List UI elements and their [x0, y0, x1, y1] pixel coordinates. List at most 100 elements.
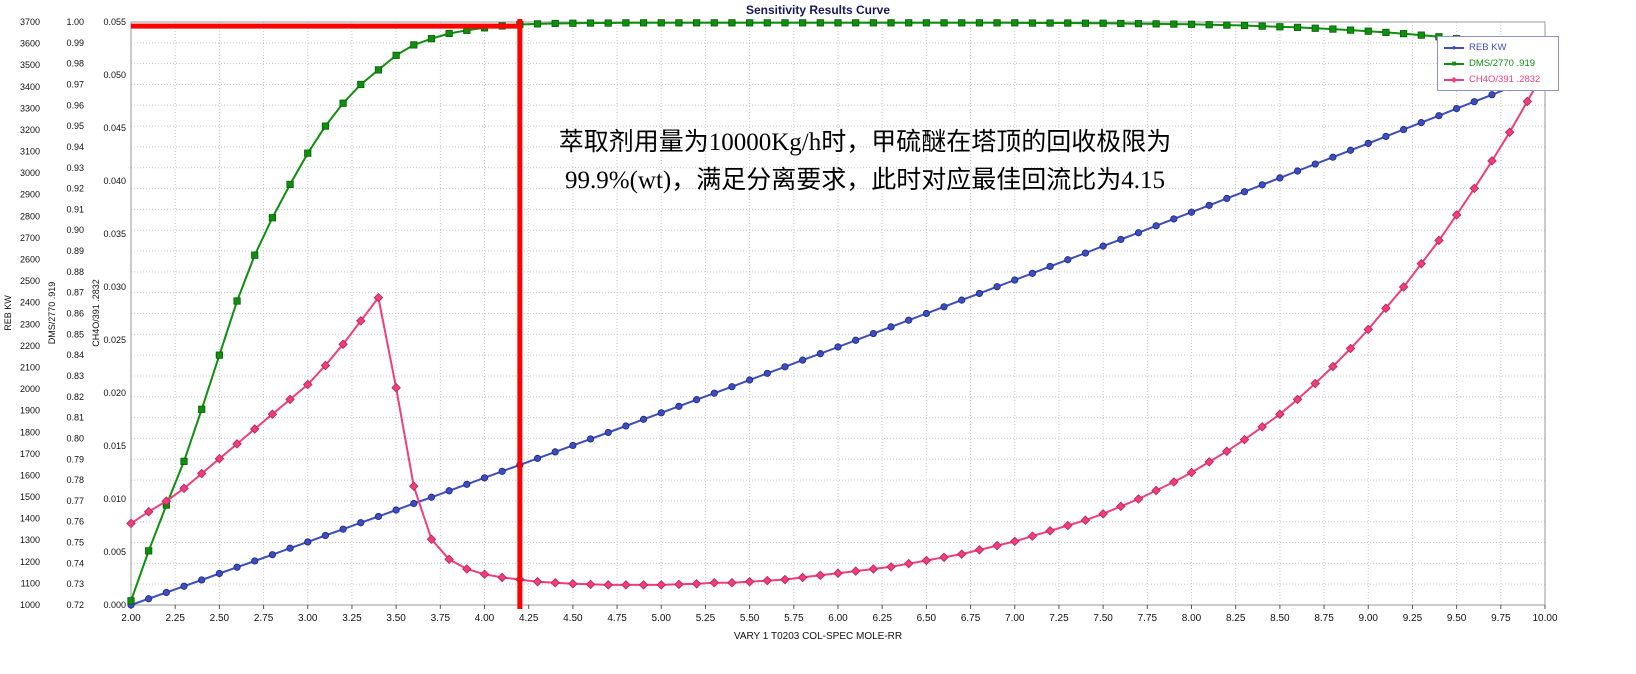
y-axis-title-reb-kw: REB KW [3, 295, 13, 331]
svg-text:3200: 3200 [20, 125, 40, 135]
svg-text:1.00: 1.00 [66, 17, 84, 27]
legend-marker-square-icon: ■ [1444, 58, 1464, 69]
svg-text:3600: 3600 [20, 39, 40, 49]
svg-text:0.025: 0.025 [103, 335, 126, 345]
svg-text:9.00: 9.00 [1359, 613, 1379, 624]
legend[interactable]: ● REB KW ■ DMS/2770 .919 ◆ CH4O/391 .283… [1437, 36, 1559, 91]
svg-text:0.89: 0.89 [66, 246, 84, 256]
svg-text:0.000: 0.000 [103, 600, 126, 610]
svg-text:6.25: 6.25 [872, 613, 892, 624]
svg-text:2300: 2300 [20, 319, 40, 329]
svg-text:0.035: 0.035 [103, 229, 126, 239]
gridlines [130, 21, 1546, 606]
svg-text:4.50: 4.50 [563, 613, 583, 624]
svg-text:1700: 1700 [20, 449, 40, 459]
svg-text:1600: 1600 [20, 470, 40, 480]
svg-text:0.87: 0.87 [66, 288, 84, 298]
series-DMS/2770 .919 [127, 19, 1549, 605]
svg-text:0.96: 0.96 [66, 100, 84, 110]
legend-item-reb-kw: ● REB KW [1444, 42, 1552, 53]
svg-text:0.79: 0.79 [66, 454, 84, 464]
svg-text:2800: 2800 [20, 211, 40, 221]
y-axis-title-dms: DMS/2770 .919 [47, 281, 57, 345]
legend-item-dms: ■ DMS/2770 .919 [1444, 58, 1552, 69]
svg-text:3.75: 3.75 [431, 613, 451, 624]
svg-text:7.00: 7.00 [1005, 613, 1025, 624]
legend-label: DMS/2770 .919 [1469, 58, 1536, 69]
svg-text:1500: 1500 [20, 492, 40, 502]
svg-text:2100: 2100 [20, 362, 40, 372]
svg-text:0.72: 0.72 [66, 600, 84, 610]
svg-text:1900: 1900 [20, 406, 40, 416]
svg-text:9.75: 9.75 [1491, 613, 1511, 624]
svg-text:0.93: 0.93 [66, 163, 84, 173]
annotation-text: 萃取剂用量为10000Kg/h时，甲硫醚在塔顶的回收极限为 99.9%(wt)，… [470, 124, 1260, 199]
x-axis-title: VARY 1 T0203 COL-SPEC MOLE-RR [733, 631, 903, 642]
annotation-line-1: 萃取剂用量为10000Kg/h时，甲硫醚在塔顶的回收极限为 [558, 129, 1172, 156]
svg-text:7.25: 7.25 [1049, 613, 1069, 624]
svg-text:6.75: 6.75 [961, 613, 981, 624]
svg-text:2600: 2600 [20, 255, 40, 265]
svg-text:0.84: 0.84 [66, 350, 84, 360]
svg-text:3.00: 3.00 [298, 613, 318, 624]
svg-text:4.00: 4.00 [475, 613, 495, 624]
svg-text:4.75: 4.75 [607, 613, 627, 624]
svg-text:3000: 3000 [20, 168, 40, 178]
legend-item-ch4o: ◆ CH4O/391 .2832 [1444, 74, 1552, 85]
svg-text:7.50: 7.50 [1093, 613, 1113, 624]
svg-text:0.055: 0.055 [103, 17, 126, 27]
svg-text:0.92: 0.92 [66, 184, 84, 194]
svg-text:1100: 1100 [21, 578, 40, 588]
svg-text:0.99: 0.99 [66, 38, 84, 48]
svg-text:0.94: 0.94 [66, 142, 84, 152]
svg-text:0.81: 0.81 [66, 413, 84, 423]
svg-text:2.50: 2.50 [210, 613, 230, 624]
y-axis-labels-0: 1000 1100 1200 1300 1400 1500 1600 1700 1800 1900… [20, 17, 40, 610]
svg-text:0.045: 0.045 [103, 123, 126, 133]
svg-text:3400: 3400 [20, 82, 40, 92]
svg-text:0.95: 0.95 [66, 121, 84, 131]
svg-text:0.030: 0.030 [103, 282, 126, 292]
svg-text:0.020: 0.020 [103, 388, 126, 398]
svg-text:0.90: 0.90 [66, 225, 84, 235]
svg-text:0.83: 0.83 [66, 371, 84, 381]
svg-text:5.50: 5.50 [740, 613, 760, 624]
svg-text:0.040: 0.040 [103, 176, 126, 186]
legend-label: REB KW [1469, 42, 1507, 53]
svg-text:0.75: 0.75 [66, 538, 84, 548]
svg-text:0.97: 0.97 [66, 79, 84, 89]
svg-text:5.00: 5.00 [652, 613, 672, 624]
svg-text:0.015: 0.015 [103, 441, 126, 451]
svg-text:3700: 3700 [20, 17, 40, 27]
svg-text:2900: 2900 [20, 190, 40, 200]
svg-text:7.75: 7.75 [1138, 613, 1158, 624]
svg-text:9.25: 9.25 [1403, 613, 1423, 624]
svg-text:8.50: 8.50 [1270, 613, 1290, 624]
svg-text:2200: 2200 [20, 341, 40, 351]
svg-text:2500: 2500 [20, 276, 40, 286]
svg-text:2.25: 2.25 [165, 613, 185, 624]
svg-text:0.74: 0.74 [66, 558, 84, 568]
svg-text:0.76: 0.76 [66, 517, 84, 527]
svg-text:9.50: 9.50 [1447, 613, 1467, 624]
svg-text:0.050: 0.050 [103, 70, 126, 80]
svg-text:3500: 3500 [20, 60, 40, 70]
svg-text:0.73: 0.73 [66, 579, 84, 589]
svg-text:0.85: 0.85 [66, 329, 84, 339]
svg-text:0.78: 0.78 [66, 475, 84, 485]
svg-text:0.98: 0.98 [66, 59, 84, 69]
svg-text:8.00: 8.00 [1182, 613, 1202, 624]
svg-text:2.00: 2.00 [121, 613, 141, 624]
svg-text:0.77: 0.77 [66, 496, 84, 506]
svg-text:8.25: 8.25 [1226, 613, 1246, 624]
crosshair-annotation [131, 19, 523, 609]
legend-marker-diamond-icon: ◆ [1444, 74, 1464, 85]
series-REB KW [127, 70, 1549, 609]
svg-text:0.91: 0.91 [66, 204, 84, 214]
svg-text:2700: 2700 [20, 233, 40, 243]
svg-text:5.75: 5.75 [784, 613, 804, 624]
chart-title: Sensitivity Results Curve [745, 3, 891, 17]
svg-text:10.00: 10.00 [1532, 613, 1557, 624]
